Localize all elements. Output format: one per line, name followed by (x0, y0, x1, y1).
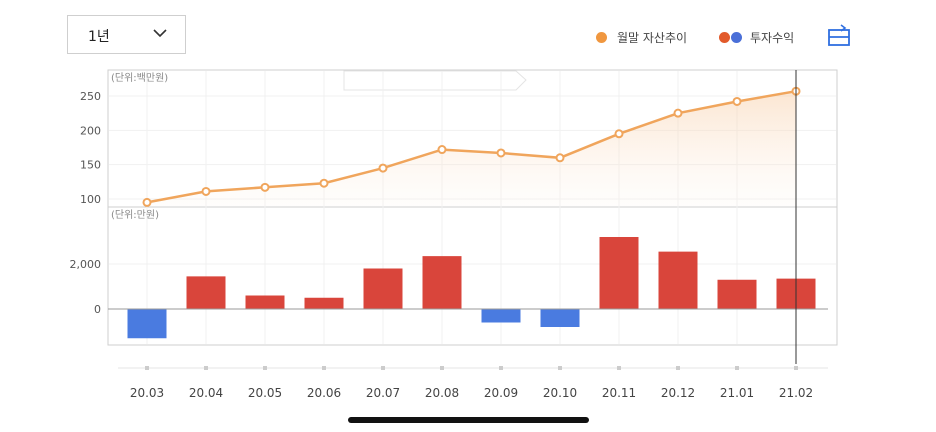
x-tick-label: 20.05 (248, 386, 282, 400)
legend-asset-trend: 월말 자산추이 (596, 29, 687, 46)
x-tick-mark (145, 366, 149, 370)
return-bar (658, 251, 698, 309)
asset-point (614, 129, 624, 139)
x-tick-label: 20.11 (602, 386, 636, 400)
return-bar (481, 309, 521, 323)
line-y-tick: 100 (80, 193, 101, 206)
return-bar (304, 297, 344, 309)
x-tick-mark (440, 366, 444, 370)
line-y-tick: 250 (80, 90, 101, 103)
x-tick-mark (499, 366, 503, 370)
x-tick-mark (322, 366, 326, 370)
legend-dot-blue (731, 32, 742, 43)
legend-dot-red (719, 32, 730, 43)
asset-area-fill (147, 91, 796, 206)
return-bar (422, 256, 462, 309)
asset-point (201, 186, 211, 196)
legend-asset-trend-label: 월말 자산추이 (617, 31, 688, 45)
return-bar (245, 295, 285, 309)
x-tick-mark (263, 366, 267, 370)
line-y-tick: 150 (80, 159, 101, 172)
x-tick-label: 20.09 (484, 386, 518, 400)
x-tick-mark (204, 366, 208, 370)
chevron-down-icon (153, 29, 167, 38)
x-tick-label: 20.12 (661, 386, 695, 400)
x-tick-label: 20.04 (189, 386, 223, 400)
return-bar (540, 309, 580, 327)
x-tick-label: 21.02 (779, 386, 813, 400)
asset-point (555, 153, 565, 163)
period-select[interactable]: 1년 (67, 15, 186, 54)
asset-trend-line (146, 89, 797, 204)
x-tick-label: 20.07 (366, 386, 400, 400)
period-select-value: 1년 (88, 29, 110, 45)
legend-investment-return: 투자수익 (719, 29, 794, 46)
asset-point (142, 197, 152, 207)
home-indicator (348, 417, 589, 423)
return-bar (186, 276, 226, 309)
chart-toggle-icon[interactable] (827, 24, 851, 48)
return-bar (363, 268, 403, 309)
x-tick-mark (676, 366, 680, 370)
x-tick-mark (794, 366, 798, 370)
return-bar (127, 309, 167, 339)
scroll-hint-handle[interactable] (343, 70, 527, 91)
bar-unit-label: (단위:만원) (111, 208, 159, 221)
asset-point (732, 96, 742, 106)
asset-point (437, 145, 447, 155)
x-tick-label: 20.10 (543, 386, 577, 400)
x-tick-mark (735, 366, 739, 370)
asset-point (378, 163, 388, 173)
bar-y-tick: 2,000 (70, 258, 102, 271)
asset-point (496, 148, 506, 158)
line-unit-label: (단위:백만원) (111, 71, 168, 84)
x-tick-mark (381, 366, 385, 370)
asset-point (260, 182, 270, 192)
x-tick-mark (617, 366, 621, 370)
asset-point (319, 178, 329, 188)
x-tick-label: 20.06 (307, 386, 341, 400)
investment-chart: 250 200 150 100 2,000 0 (단위:백만원) (단위:만원) 20.0… (70, 69, 838, 400)
return-bar (599, 237, 639, 309)
return-bar (717, 279, 757, 309)
bar-chart-frame (107, 206, 838, 346)
bar-y-tick: 0 (94, 303, 101, 316)
x-tick-label: 21.01 (720, 386, 754, 400)
x-tick-mark (558, 366, 562, 370)
x-tick-label: 20.08 (425, 386, 459, 400)
legend-dot-orange (596, 32, 607, 43)
line-y-tick: 200 (80, 124, 101, 137)
x-tick-label: 20.03 (130, 386, 164, 400)
legend-investment-return-label: 투자수익 (750, 31, 795, 45)
asset-point (673, 108, 683, 118)
